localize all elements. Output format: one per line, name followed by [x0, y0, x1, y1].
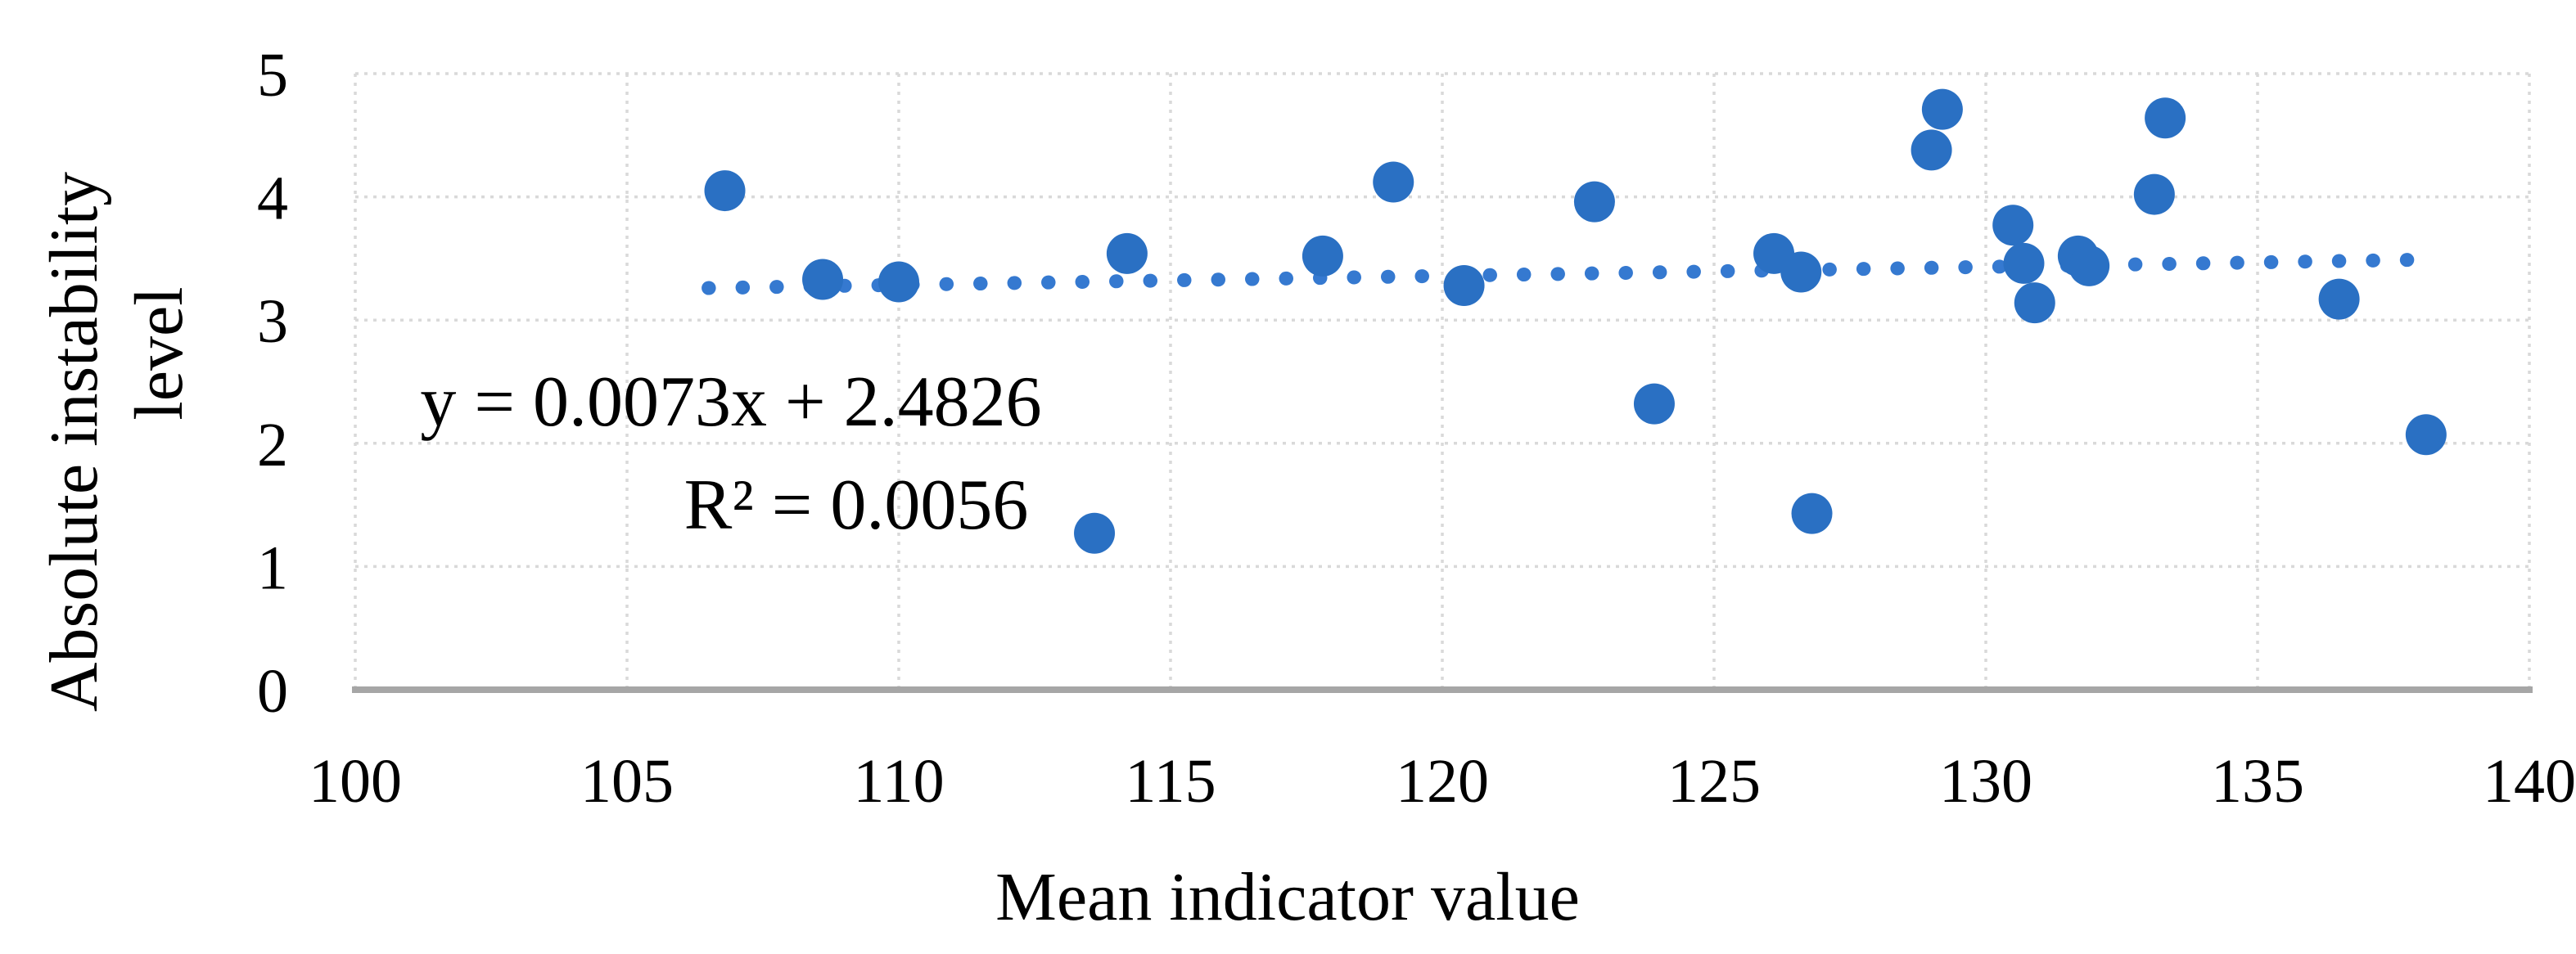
y-axis-title-line1: Absolute instability [36, 172, 112, 712]
data-point [2133, 173, 2175, 215]
y-axis-title-line2: level [121, 286, 197, 420]
data-point [1443, 265, 1485, 307]
data-point [2068, 245, 2110, 286]
x-tick-label: 135 [2211, 747, 2304, 816]
data-point [1633, 383, 1675, 425]
y-tick-labels: 0 1 2 3 4 5 [257, 41, 288, 726]
y-tick-label: 1 [257, 533, 288, 602]
x-tick-label: 130 [1939, 747, 2032, 816]
data-point [1373, 161, 1414, 203]
data-point [704, 170, 746, 212]
x-tick-label: 120 [1396, 747, 1489, 816]
trendline-equation-label: y = 0.0073x + 2.4826 [420, 362, 1041, 442]
data-point [1074, 512, 1116, 554]
data-point [2145, 97, 2186, 139]
y-tick-label: 2 [257, 411, 288, 479]
x-axis-title: Mean indicator value [995, 859, 1580, 935]
data-point [802, 259, 844, 300]
r-squared-label: R² = 0.0056 [684, 466, 1029, 545]
data-point [1573, 181, 1615, 223]
x-tick-label: 105 [580, 747, 674, 816]
data-point [2405, 414, 2447, 456]
data-point [1992, 205, 2034, 246]
y-tick-label: 5 [257, 41, 288, 110]
x-tick-label: 100 [309, 747, 402, 816]
y-tick-label: 3 [257, 287, 288, 356]
data-points [704, 88, 2447, 554]
data-point [1911, 129, 1952, 171]
x-tick-label: 115 [1125, 747, 1216, 816]
data-point [1106, 232, 1148, 274]
x-tick-labels: 100 105 110 115 120 125 130 135 140 [309, 747, 2576, 816]
y-tick-label: 4 [257, 164, 288, 233]
data-point [1791, 493, 1833, 534]
x-tick-label: 110 [853, 747, 944, 816]
data-point [2318, 278, 2360, 320]
x-tick-label: 140 [2483, 747, 2576, 816]
x-tick-label: 125 [1667, 747, 1761, 816]
data-point [1302, 235, 1343, 277]
data-point [1921, 88, 1963, 130]
data-point [2003, 242, 2045, 284]
data-point [2014, 282, 2055, 324]
y-tick-label: 0 [257, 657, 288, 726]
data-point [1780, 251, 1822, 293]
data-point [878, 261, 919, 303]
